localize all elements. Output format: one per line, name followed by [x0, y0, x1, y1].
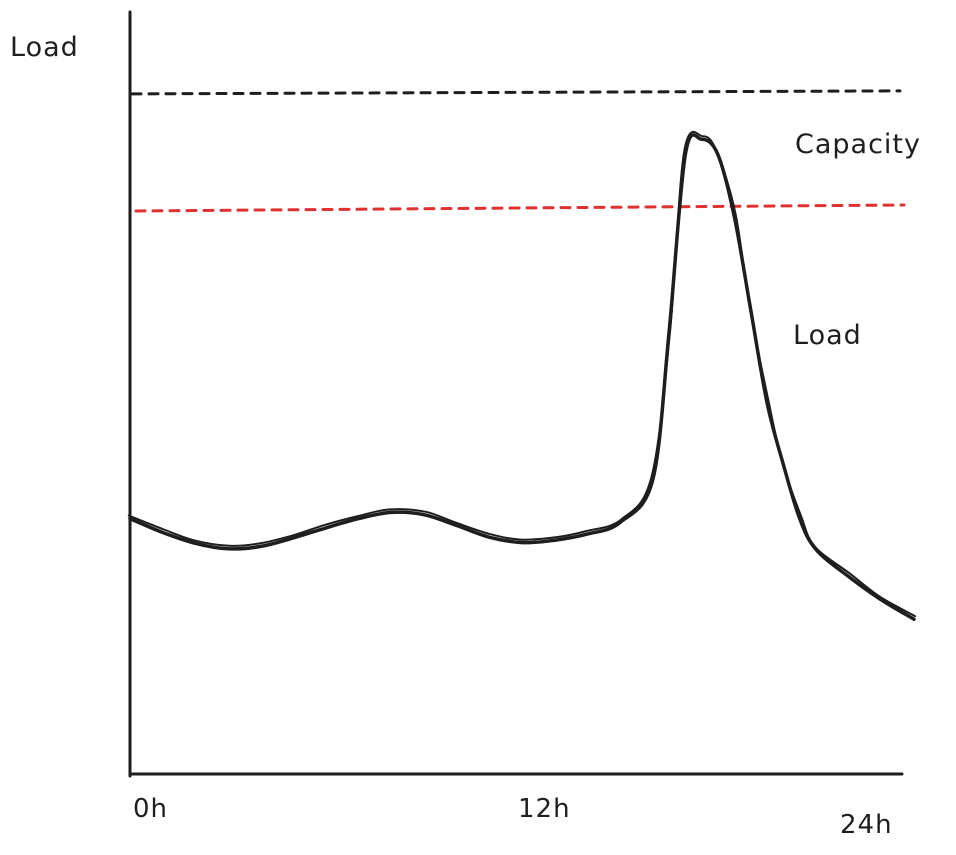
capacity-reference-line: [130, 89, 902, 96]
capacity-annotation: Capacity: [795, 129, 921, 160]
y-axis-label: Load: [10, 32, 79, 63]
x-tick-label-12h: 12h: [518, 794, 571, 824]
threshold-reference-line: [134, 203, 906, 213]
x-tick-label-24h: 24h: [840, 810, 893, 840]
x-tick-label-0h: 0h: [133, 794, 168, 824]
load-annotation: Load: [793, 320, 862, 351]
load-series-line: [128, 133, 916, 621]
